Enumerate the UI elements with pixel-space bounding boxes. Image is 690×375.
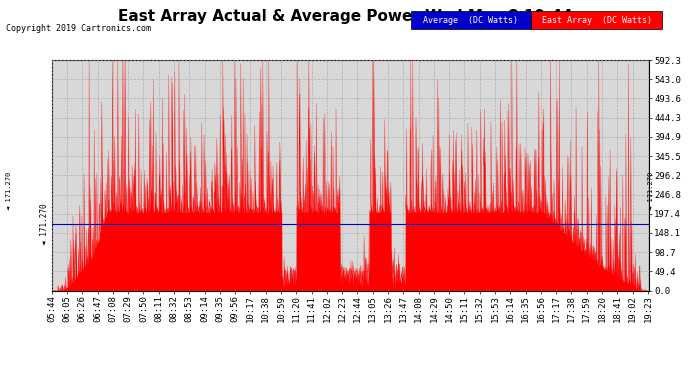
Text: ◄ 171.270: ◄ 171.270 [6,172,12,210]
Text: East Array Actual & Average Power Wed May 8 19:44: East Array Actual & Average Power Wed Ma… [118,9,572,24]
Text: ◄ 171.270: ◄ 171.270 [40,203,49,245]
Text: Copyright 2019 Cartronics.com: Copyright 2019 Cartronics.com [6,24,150,33]
Text: Average  (DC Watts): Average (DC Watts) [424,16,518,25]
Text: ◄ 171.270: ◄ 171.270 [649,172,654,210]
Text: East Array  (DC Watts): East Array (DC Watts) [542,16,652,25]
